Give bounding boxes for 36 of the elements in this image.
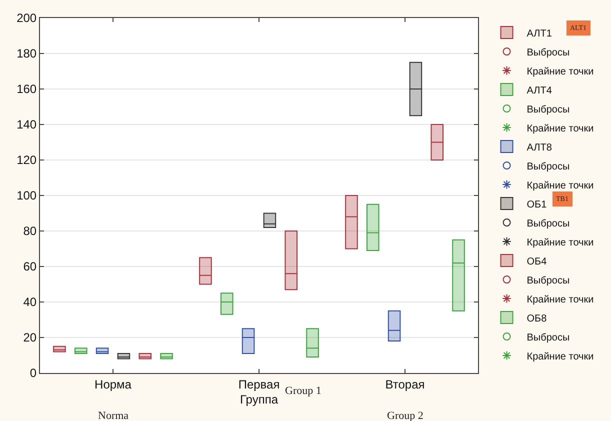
x-tick-label: Вторая [385,377,425,392]
y-tick-label: 120 [16,153,37,168]
y-tick-label: 100 [16,188,37,203]
text: Group 1 [285,385,322,397]
y-tick-label: 20 [23,330,37,345]
legend-label: Крайние точки [526,180,594,192]
legend-label: Крайние точки [526,123,594,134]
legend-label: ОБ1 [526,199,548,210]
legend-label: Выбросы [526,275,570,286]
legend-label: ОБ4 [526,256,548,268]
legend-label: Крайние точки [526,237,594,248]
y-tick-label: 140 [16,118,37,132]
legend-label: Крайние точки [526,66,594,78]
legend-label: Выбросы [526,104,570,116]
legend-label: Крайние точки [526,351,594,362]
y-tick-label: 180 [16,46,37,61]
legend-label: АЛТ4 [526,85,552,96]
x-tick-label: Первая [238,377,280,392]
y-tick-label: 0 [30,366,37,380]
legend-label: Выбросы [526,218,570,230]
legend-label: Крайние точки [526,294,594,306]
y-tick-label: 80 [23,224,37,238]
x-tick-label: Норма [94,377,132,392]
y-tick-label: 200 [16,11,37,26]
x-axis-title: Группа [240,392,278,406]
legend-label: ОБ8 [526,313,548,324]
y-tick-label: 160 [16,82,37,96]
legend-label: АЛТ8 [526,142,552,154]
text: Norma [98,410,129,421]
y-tick-label: 60 [23,260,37,274]
legend-label: Выбросы [526,161,570,172]
legend-label: АЛТ1 [526,28,552,40]
legend-label: Выбросы [526,47,570,58]
y-tick-label: 40 [23,295,37,310]
text: Group 2 [387,410,424,421]
legend-label: Выбросы [526,332,570,344]
